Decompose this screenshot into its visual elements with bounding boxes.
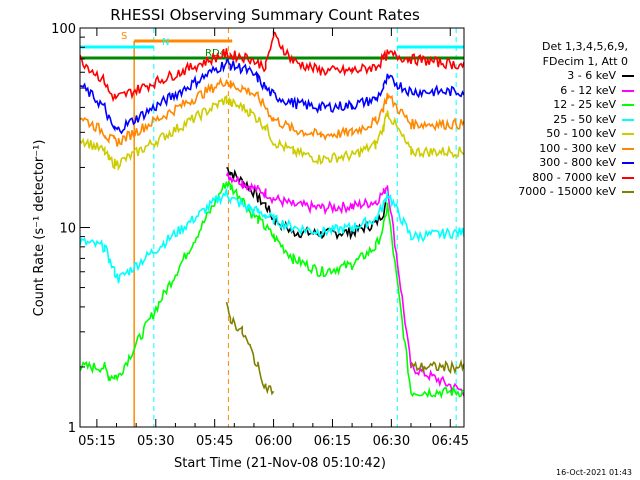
x-tick-label-3: 06:00 xyxy=(255,434,292,449)
legend-item: 7000 - 15000 keV xyxy=(468,185,634,200)
legend-swatch xyxy=(622,147,634,150)
x-tick-label-4: 06:15 xyxy=(314,434,351,449)
legend-swatch xyxy=(622,191,634,194)
x-tick-label-5: 06:30 xyxy=(373,434,410,449)
legend-label: 6 - 12 keV xyxy=(560,83,616,97)
series-line-7 xyxy=(79,30,465,103)
x-axis-label: Start Time (21-Nov-08 05:10:42) xyxy=(174,456,386,471)
plot-area: S N RD4 xyxy=(79,28,465,427)
legend-item: 300 - 800 keV xyxy=(468,156,634,171)
legend-swatch xyxy=(622,104,634,107)
y-axis: 1 10 100 xyxy=(51,22,90,436)
legend-label: 300 - 800 keV xyxy=(539,156,616,169)
legend-header-detectors: Det 1,3,4,5,6,9, xyxy=(541,40,628,53)
y-axis-label: Count Rate (s⁻¹ detector⁻¹) xyxy=(32,140,47,317)
series-line-4 xyxy=(79,94,465,172)
x-axis: 05:15 05:30 05:45 06:00 06:15 06:30 06:45 xyxy=(78,28,469,449)
x-tick-label-1: 05:30 xyxy=(137,434,174,449)
series-line-1 xyxy=(225,171,465,397)
legend-header-decim: FDecim 1, Att 0 xyxy=(542,54,628,68)
legend-rows: 3 - 6 keV 6 - 12 keV 12 - 25 keV 25 - 50 ke… xyxy=(468,69,634,200)
legend-swatch xyxy=(622,89,634,92)
legend-label: 25 - 50 keV xyxy=(553,112,616,126)
legend-item: 12 - 25 keV xyxy=(468,98,634,113)
series-line-5 xyxy=(79,76,465,147)
legend-item: 3 - 6 keV xyxy=(468,69,634,84)
y-tick-label-0: 1 xyxy=(68,421,76,436)
series-line-8 xyxy=(225,301,465,396)
legend-item: 6 - 12 keV xyxy=(468,84,634,99)
legend-item: 800 - 7000 keV xyxy=(468,171,634,186)
y-tick-label-1: 10 xyxy=(59,222,76,237)
legend-label: 7000 - 15000 keV xyxy=(518,185,616,198)
legend-swatch xyxy=(622,176,634,179)
legend-swatch xyxy=(622,118,634,121)
timestamp: 16-Oct-2021 01:43 xyxy=(556,468,632,477)
chart-title: RHESSI Observing Summary Count Rates xyxy=(110,6,420,24)
flag-label-s: S xyxy=(121,31,127,42)
x-tick-label-6: 06:45 xyxy=(432,434,469,449)
legend-label: 12 - 25 keV xyxy=(553,98,616,111)
x-tick-label-0: 05:15 xyxy=(78,434,115,449)
series-line-3 xyxy=(79,188,465,284)
legend-item: 25 - 50 keV xyxy=(468,113,634,128)
flag-label-n: N xyxy=(162,37,169,48)
legend-swatch xyxy=(622,162,634,165)
legend-item: 100 - 300 keV xyxy=(468,142,634,157)
x-tick-label-2: 05:45 xyxy=(196,434,233,449)
legend-swatch xyxy=(622,133,634,136)
legend: Det 1,3,4,5,6,9, FDecim 1, Att 0 3 - 6 k… xyxy=(468,40,634,200)
legend-item: 50 - 100 keV xyxy=(468,127,634,142)
legend-label: 50 - 100 keV xyxy=(546,127,616,140)
series-line-6 xyxy=(80,58,465,135)
legend-label: 100 - 300 keV xyxy=(539,141,616,155)
legend-label: 800 - 7000 keV xyxy=(532,170,616,184)
series-line-2 xyxy=(79,180,465,400)
y-tick-label-2: 100 xyxy=(51,22,76,37)
legend-label: 3 - 6 keV xyxy=(567,69,616,82)
flag-label-rd4: RD4 xyxy=(205,48,226,59)
legend-swatch xyxy=(622,75,634,78)
